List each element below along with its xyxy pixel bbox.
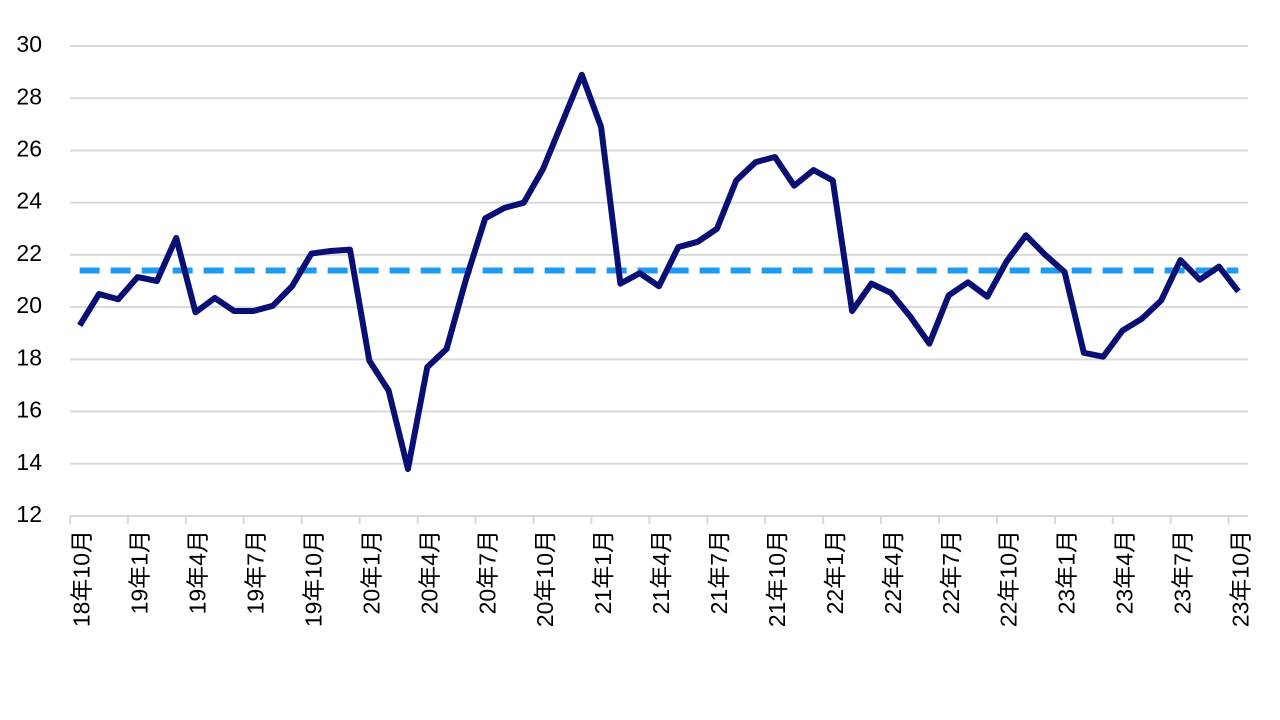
- y-tick-label: 26: [16, 136, 42, 162]
- y-tick-label: 14: [16, 449, 42, 475]
- y-tick-label: 22: [16, 240, 42, 266]
- x-tick-label: 20年4月: [416, 530, 442, 614]
- x-tick-label: 22年10月: [996, 530, 1022, 627]
- data-line: [77, 71, 1241, 472]
- x-tick-label: 22年4月: [880, 530, 906, 614]
- x-tick-label: 21年4月: [648, 530, 674, 614]
- y-tick-label: 24: [16, 188, 42, 214]
- y-tick-label: 16: [16, 397, 42, 423]
- x-tick-label: 23年10月: [1227, 530, 1253, 627]
- x-tick-label: 20年7月: [474, 530, 500, 614]
- x-tick-label: 21年10月: [764, 530, 790, 627]
- x-tick-label: 19年10月: [300, 530, 326, 627]
- y-tick-label: 30: [16, 31, 42, 57]
- x-tick-label: 19年4月: [185, 530, 211, 614]
- x-tick-label: 20年1月: [358, 530, 384, 614]
- x-tick-label: 21年7月: [706, 530, 732, 614]
- y-tick-label: 12: [16, 501, 42, 527]
- x-tick-label: 19年1月: [127, 530, 153, 614]
- x-tick-label: 23年4月: [1112, 530, 1138, 614]
- y-tick-label: 20: [16, 292, 42, 318]
- x-tick-label: 23年1月: [1054, 530, 1080, 614]
- y-tick-label: 18: [16, 344, 42, 370]
- x-tick-label: 23年7月: [1169, 530, 1195, 614]
- x-tick-label: 22年7月: [938, 530, 964, 614]
- y-tick-label: 28: [16, 83, 42, 109]
- x-tick-label: 21年1月: [590, 530, 616, 614]
- x-tick-label: 20年10月: [532, 530, 558, 627]
- x-tick-label: 22年1月: [822, 530, 848, 614]
- x-tick-label: 18年10月: [69, 530, 95, 627]
- x-tick-label: 19年7月: [243, 530, 269, 614]
